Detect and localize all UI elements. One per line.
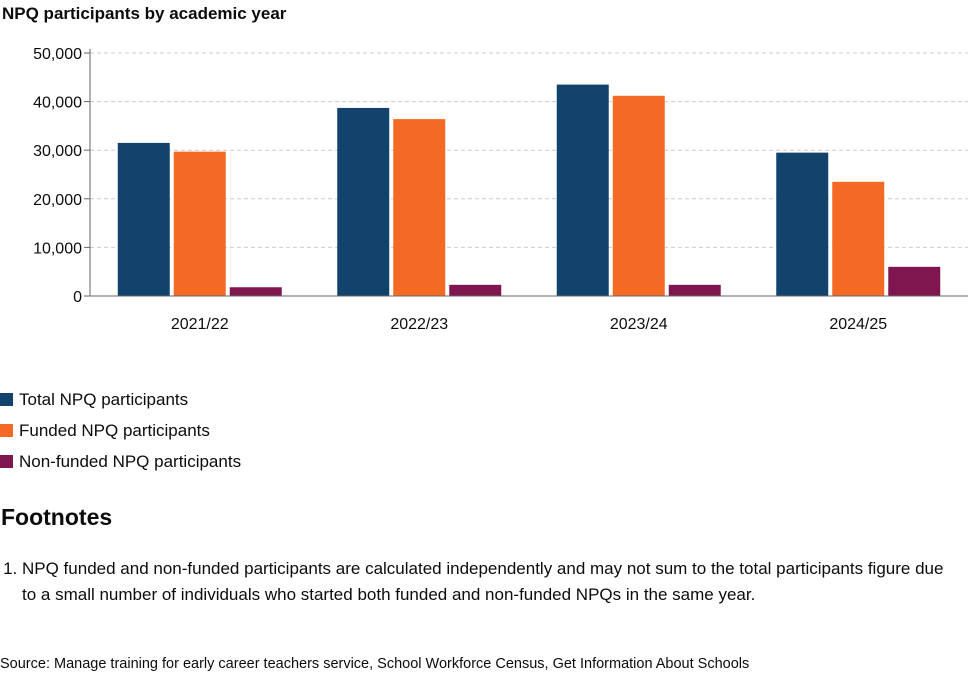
legend-item: Non-funded NPQ participants (0, 446, 241, 477)
y-tick-label: 10,000 (33, 240, 82, 257)
legend-item: Funded NPQ participants (0, 415, 241, 446)
legend-item: Total NPQ participants (0, 384, 241, 415)
bars (117, 84, 941, 296)
chart-title: NPQ participants by academic year (2, 4, 287, 23)
legend-label: Non-funded NPQ participants (19, 451, 242, 471)
y-tick-label: 50,000 (33, 46, 82, 63)
bar (776, 152, 829, 296)
legend-swatch (0, 424, 13, 437)
bar (173, 151, 226, 296)
legend-swatch (0, 455, 13, 468)
x-axis: 2021/22 2022/23 2023/24 2024/25 (90, 295, 968, 333)
x-tick-label: 2023/24 (610, 316, 668, 333)
y-tick-label: 30,000 (33, 143, 82, 160)
legend-label: Total NPQ participants (19, 389, 189, 409)
y-axis: 0 10,000 20,000 30,000 40,000 50,000 (33, 46, 91, 306)
bar (449, 284, 502, 296)
legend-label: Funded NPQ participants (19, 420, 210, 440)
x-tick-label: 2024/25 (829, 316, 887, 333)
legend-swatch (0, 393, 13, 406)
bar (229, 287, 282, 296)
footnotes-heading: Footnotes (1, 504, 113, 530)
bar (612, 95, 665, 296)
footnote-item: NPQ funded and non-funded participants a… (22, 556, 957, 608)
bar (888, 266, 941, 296)
y-tick-label: 0 (73, 289, 82, 306)
y-tick-label: 40,000 (33, 95, 82, 112)
bar (832, 181, 885, 296)
bar (556, 84, 609, 296)
y-tick-label: 20,000 (33, 192, 82, 209)
bar (337, 107, 390, 296)
bar (668, 284, 721, 296)
x-tick-label: 2022/23 (390, 316, 448, 333)
source-text: Source: Manage training for early career… (0, 656, 750, 672)
bar (393, 119, 446, 296)
x-tick-label: 2021/22 (171, 316, 229, 333)
bar (117, 142, 170, 296)
footnotes-list: NPQ funded and non-funded participants a… (0, 556, 957, 608)
legend: Total NPQ participants Funded NPQ partici… (0, 384, 241, 477)
